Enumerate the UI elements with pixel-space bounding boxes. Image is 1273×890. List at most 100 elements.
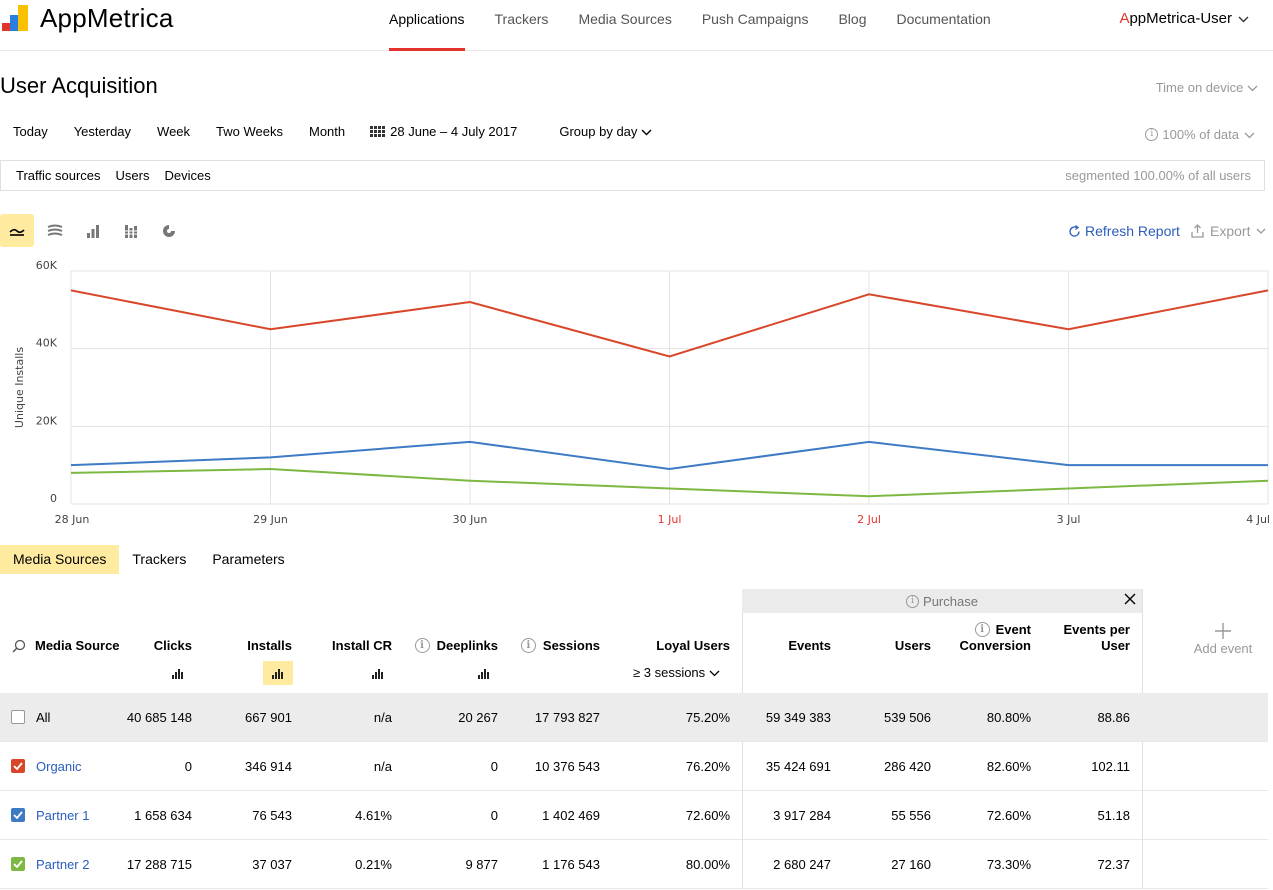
refresh-report-button[interactable]: Refresh Report bbox=[1068, 223, 1180, 239]
pie-chart-icon[interactable] bbox=[152, 214, 186, 247]
period-two-weeks[interactable]: Two Weeks bbox=[216, 124, 283, 139]
user-name-first-letter: A bbox=[1119, 10, 1130, 27]
header-clicks[interactable]: Clicks bbox=[153, 638, 192, 653]
cell-installs: 76 543 bbox=[252, 808, 292, 823]
cell-sessions: 10 376 543 bbox=[534, 759, 600, 774]
stacked-area-icon[interactable] bbox=[38, 214, 72, 247]
cell-media-source[interactable]: Organic bbox=[36, 759, 82, 774]
cell-users: 539 506 bbox=[884, 710, 931, 725]
row-checkbox[interactable] bbox=[11, 857, 25, 871]
cell-event-conversion: 73.30% bbox=[986, 857, 1031, 872]
period-month[interactable]: Month bbox=[309, 124, 346, 139]
cell-sessions: 1 176 543 bbox=[542, 857, 600, 872]
nav-documentation[interactable]: Documentation bbox=[896, 11, 991, 27]
nav-blog[interactable]: Blog bbox=[838, 11, 867, 27]
header-events-per-user-line1[interactable]: Events per bbox=[1063, 622, 1130, 637]
nav-trackers[interactable]: Trackers bbox=[494, 11, 549, 27]
row-checkbox[interactable] bbox=[11, 759, 25, 773]
cell-clicks: 17 288 715 bbox=[126, 857, 192, 872]
stacked-bar-icon[interactable] bbox=[114, 214, 148, 247]
page-title: User Acquisition bbox=[0, 73, 158, 98]
tab-media-sources[interactable]: Media Sources bbox=[0, 545, 120, 574]
cell-media-source[interactable]: Partner 2 bbox=[36, 857, 90, 872]
cell-installs: 37 037 bbox=[252, 857, 292, 872]
header-sessions[interactable]: i Sessions bbox=[516, 638, 600, 653]
period-week[interactable]: Week bbox=[157, 124, 191, 139]
sort-deeplinks-icon[interactable] bbox=[469, 661, 499, 685]
group-by-select[interactable]: Group by day bbox=[559, 124, 652, 139]
series-line-1 bbox=[70, 289, 1269, 358]
top-header: AppMetrica Applications Trackers Media S… bbox=[0, 0, 1273, 51]
chevron-down-icon bbox=[1238, 14, 1249, 26]
table-row: Partner 2 17 288 715 37 037 0.21% 9 877 1 176… bbox=[0, 840, 1268, 889]
cell-event-conversion: 82.60% bbox=[986, 759, 1031, 774]
segment-devices[interactable]: Devices bbox=[164, 168, 211, 183]
cell-deeplinks: 20 267 bbox=[458, 710, 498, 725]
period-today[interactable]: Today bbox=[13, 124, 48, 139]
sort-install-cr-icon[interactable] bbox=[363, 661, 393, 685]
chevron-down-icon bbox=[1247, 80, 1258, 95]
tab-trackers[interactable]: Trackers bbox=[132, 551, 187, 567]
close-icon[interactable] bbox=[1124, 592, 1136, 610]
line-chart-icon[interactable] bbox=[0, 214, 34, 247]
header-installs[interactable]: Installs bbox=[247, 638, 292, 653]
segment-summary: segmented 100.00% of all users bbox=[1065, 168, 1251, 183]
tab-parameters[interactable]: Parameters bbox=[212, 551, 285, 567]
row-checkbox[interactable] bbox=[11, 808, 25, 822]
series-line-3 bbox=[70, 468, 1269, 498]
date-range-picker[interactable]: 28 June – 4 July 2017 bbox=[370, 124, 517, 139]
data-sampling-select[interactable]: i 100% of data bbox=[1145, 127, 1255, 142]
row-checkbox[interactable] bbox=[11, 710, 25, 724]
export-label: Export bbox=[1210, 223, 1251, 239]
cell-media-source[interactable]: Partner 1 bbox=[36, 808, 90, 823]
cell-sessions: 17 793 827 bbox=[534, 710, 600, 725]
cell-loyal-users: 72.60% bbox=[685, 808, 730, 823]
chevron-down-icon bbox=[1256, 228, 1266, 235]
header-media-source[interactable]: Media Source bbox=[12, 638, 120, 653]
bar-chart-icon[interactable] bbox=[76, 214, 110, 247]
segment-traffic-sources[interactable]: Traffic sources bbox=[16, 168, 101, 183]
segment-bar: Traffic sources Users Devices segmented … bbox=[0, 160, 1265, 191]
info-icon[interactable]: i bbox=[414, 638, 430, 653]
info-icon[interactable]: i bbox=[906, 594, 920, 608]
header-deeplinks[interactable]: i Deeplinks bbox=[414, 638, 498, 653]
header-install-cr[interactable]: Install CR bbox=[332, 638, 392, 653]
cell-event-conversion: 80.80% bbox=[986, 710, 1031, 725]
x-tick-label: 1 Jul bbox=[658, 513, 682, 526]
y-tick-label: 40K bbox=[36, 337, 58, 350]
cell-deeplinks: 9 877 bbox=[465, 857, 498, 872]
header-event-conversion[interactable]: i Event bbox=[950, 622, 1031, 637]
header-users[interactable]: Users bbox=[894, 638, 931, 653]
header-events-per-user-line2: User bbox=[1101, 638, 1130, 653]
table-row: All 40 685 148 667 901 n/a 20 267 17 793 827 7… bbox=[0, 693, 1268, 742]
sessions-threshold-select[interactable]: ≥ 3 sessions bbox=[633, 665, 720, 680]
header-loyal-users[interactable]: Loyal Users bbox=[656, 638, 730, 653]
cell-install-cr: 0.21% bbox=[355, 857, 392, 872]
nav-applications[interactable]: Applications bbox=[374, 0, 480, 51]
nav-push-campaigns[interactable]: Push Campaigns bbox=[701, 11, 809, 27]
info-icon[interactable]: i bbox=[520, 638, 536, 653]
sort-installs-icon[interactable] bbox=[263, 661, 293, 685]
time-on-device-select[interactable]: Time on device bbox=[1156, 80, 1258, 95]
user-menu[interactable]: AppMetrica-User bbox=[1119, 10, 1249, 27]
header-events[interactable]: Events bbox=[788, 638, 831, 653]
nav-media-sources[interactable]: Media Sources bbox=[578, 11, 672, 27]
export-button[interactable]: Export bbox=[1191, 223, 1266, 239]
cell-loyal-users: 80.00% bbox=[685, 857, 730, 872]
period-yesterday[interactable]: Yesterday bbox=[73, 124, 132, 139]
sort-clicks-icon[interactable] bbox=[163, 661, 193, 685]
add-event-button[interactable]: Add event bbox=[1183, 621, 1263, 656]
cell-media-source: All bbox=[36, 710, 51, 725]
cell-event-conversion: 72.60% bbox=[986, 808, 1031, 823]
search-icon[interactable] bbox=[12, 639, 26, 653]
table-row: Organic 0 346 914 n/a 0 10 376 543 76.20% 35 42… bbox=[0, 742, 1268, 791]
info-icon[interactable]: i bbox=[974, 622, 990, 637]
calendar-icon bbox=[370, 126, 386, 137]
refresh-report-label: Refresh Report bbox=[1085, 223, 1180, 239]
segment-users[interactable]: Users bbox=[115, 168, 150, 183]
app-logo[interactable]: AppMetrica bbox=[2, 2, 174, 34]
x-tick-label: 2 Jul bbox=[857, 513, 881, 526]
y-axis-label: Unique Installs bbox=[13, 347, 26, 428]
cell-events-per-user: 72.37 bbox=[1097, 857, 1130, 872]
cell-install-cr: n/a bbox=[373, 759, 392, 774]
